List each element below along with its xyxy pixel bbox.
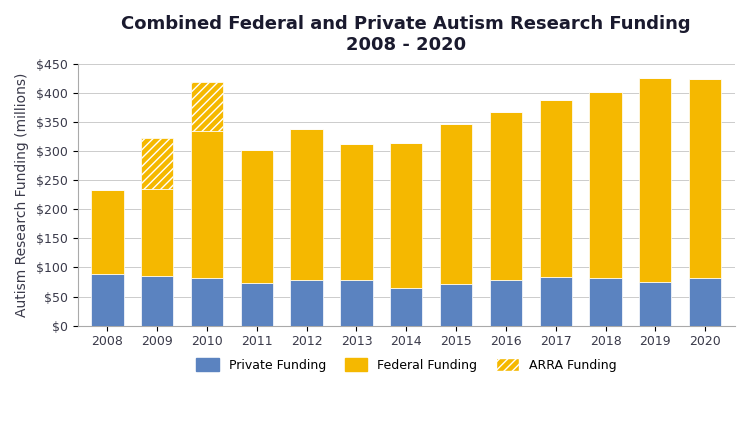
Bar xyxy=(539,100,572,277)
Bar xyxy=(141,190,173,276)
Bar xyxy=(92,190,124,274)
Bar xyxy=(689,278,722,326)
Bar xyxy=(639,78,671,282)
Bar xyxy=(141,276,173,326)
Y-axis label: Autism Research Funding (millions): Autism Research Funding (millions) xyxy=(15,72,29,317)
Bar xyxy=(190,131,224,278)
Bar xyxy=(390,143,422,288)
Bar xyxy=(340,279,373,326)
Bar xyxy=(539,277,572,326)
Bar xyxy=(340,144,373,279)
Bar xyxy=(440,284,472,326)
Bar xyxy=(490,279,522,326)
Bar xyxy=(590,278,622,326)
Bar xyxy=(190,82,224,131)
Bar xyxy=(241,150,273,283)
Bar xyxy=(92,274,124,326)
Bar xyxy=(440,124,472,284)
Bar xyxy=(141,138,173,190)
Bar xyxy=(490,112,522,279)
Bar xyxy=(290,279,322,326)
Title: Combined Federal and Private Autism Research Funding
2008 - 2020: Combined Federal and Private Autism Rese… xyxy=(122,15,691,54)
Bar xyxy=(590,92,622,278)
Bar xyxy=(689,79,722,278)
Bar xyxy=(390,288,422,326)
Bar xyxy=(290,129,322,279)
Bar xyxy=(241,283,273,326)
Legend: Private Funding, Federal Funding, ARRA Funding: Private Funding, Federal Funding, ARRA F… xyxy=(191,353,621,377)
Bar xyxy=(639,282,671,326)
Bar xyxy=(190,278,224,326)
